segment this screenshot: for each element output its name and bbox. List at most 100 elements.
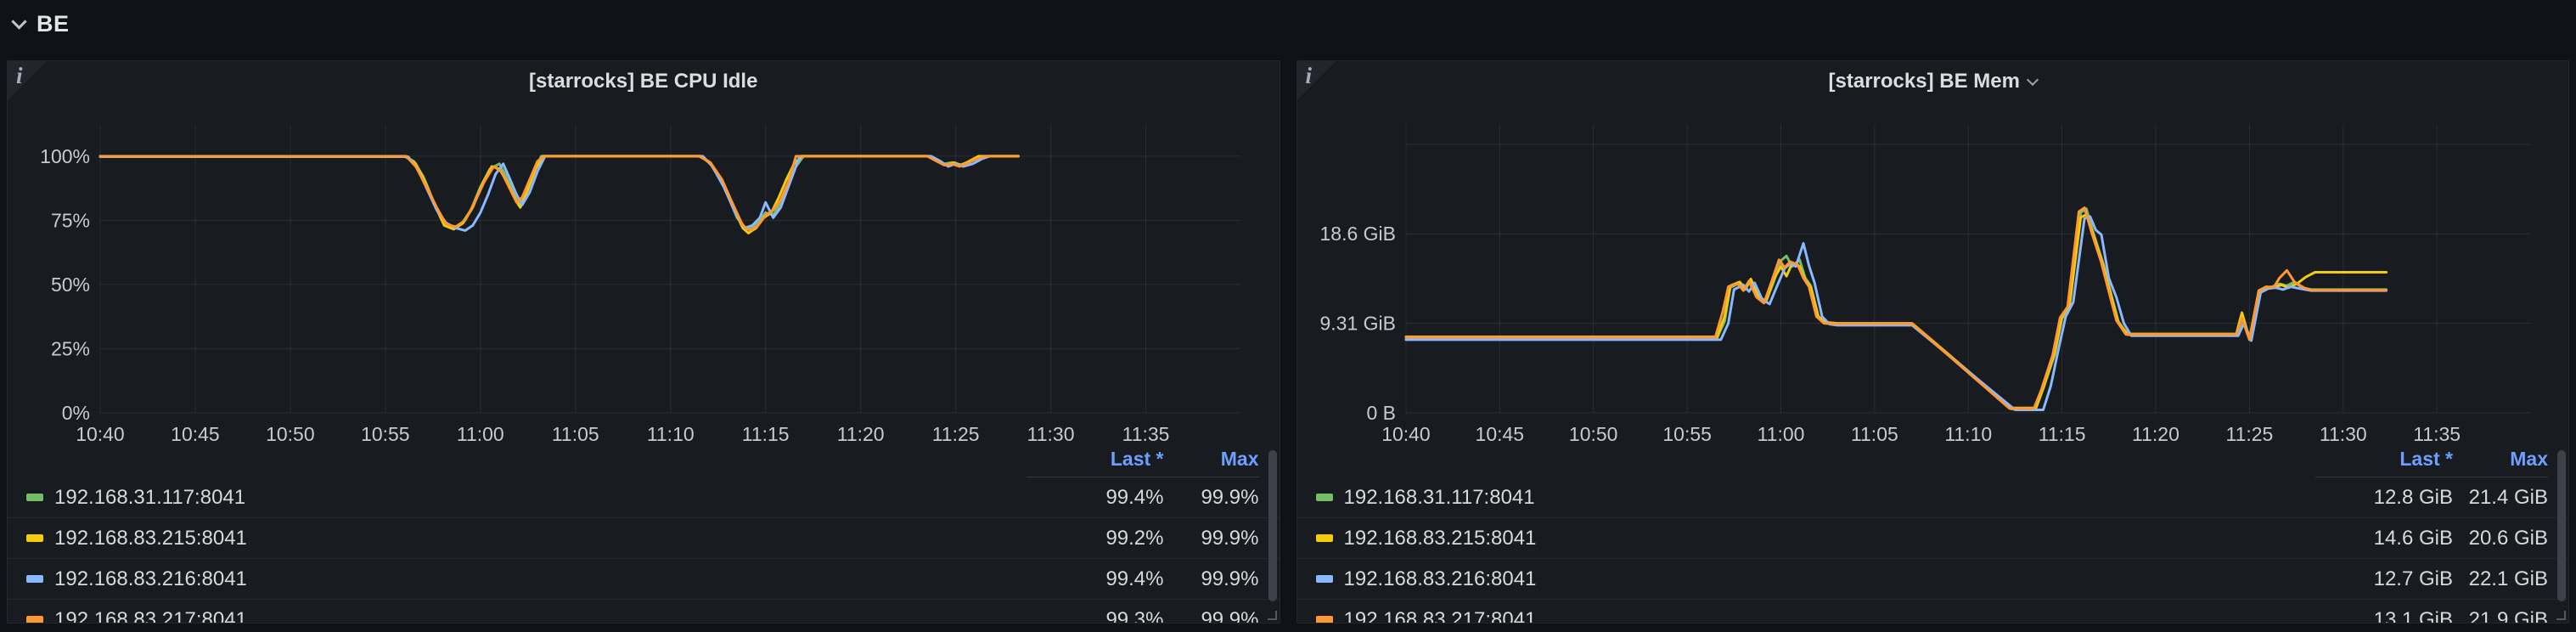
panel-menu-chevron-icon[interactable] bbox=[2026, 73, 2039, 86]
info-icon: i bbox=[16, 63, 23, 88]
svg-text:11:15: 11:15 bbox=[742, 423, 790, 445]
svg-text:75%: 75% bbox=[51, 209, 90, 231]
legend-last-value: 99.4% bbox=[1105, 485, 1164, 509]
legend-row: 192.168.31.117:8041 99.4% 99.9% bbox=[8, 477, 1280, 518]
series-label[interactable]: 192.168.31.117:8041 bbox=[54, 485, 246, 509]
legend-last-value: 99.2% bbox=[1105, 526, 1164, 550]
svg-text:10:45: 10:45 bbox=[171, 423, 220, 445]
series-color-swatch[interactable] bbox=[26, 616, 43, 623]
legend: Last * Max 192.168.31.117:8041 99.4% 99.… bbox=[8, 447, 1280, 624]
panel-title: [starrocks] BE CPU Idle bbox=[529, 70, 758, 93]
dashboard-row: i [starrocks] BE CPU Idle 10:40 10:45 10:5… bbox=[0, 60, 2576, 624]
panel-header[interactable]: [starrocks] BE Mem bbox=[1297, 61, 2569, 102]
legend-row: 192.168.83.216:8041 12.7 GiB 22.1 GiB bbox=[1296, 559, 2568, 600]
svg-text:11:00: 11:00 bbox=[1757, 423, 1804, 445]
svg-text:11:30: 11:30 bbox=[1027, 423, 1075, 445]
legend-last-value: 99.3% bbox=[1105, 607, 1164, 624]
legend-last-value: 14.6 GiB bbox=[2373, 526, 2453, 550]
series-label[interactable]: 192.168.83.215:8041 bbox=[1343, 526, 1537, 550]
svg-text:10:50: 10:50 bbox=[1568, 423, 1617, 445]
svg-text:9.31 GiB: 9.31 GiB bbox=[1319, 312, 1395, 334]
legend-row: 192.168.83.216:8041 99.4% 99.9% bbox=[8, 559, 1280, 600]
legend-row-clipped: 192.168.83.217:8041 13.1 GiB 21.9 GiB bbox=[1297, 600, 2569, 624]
series-label[interactable]: 192.168.31.117:8041 bbox=[1343, 485, 1535, 509]
series-color-swatch[interactable] bbox=[26, 575, 43, 583]
svg-text:10:40: 10:40 bbox=[76, 423, 125, 445]
svg-text:0 B: 0 B bbox=[1366, 402, 1396, 424]
series-label[interactable]: 192.168.83.215:8041 bbox=[54, 526, 247, 550]
svg-text:10:40: 10:40 bbox=[1381, 423, 1431, 445]
panel-title: [starrocks] BE Mem bbox=[1828, 70, 2020, 93]
legend-last-value: 99.4% bbox=[1105, 567, 1164, 590]
panel-resize-handle[interactable] bbox=[2556, 611, 2566, 620]
svg-text:50%: 50% bbox=[51, 274, 90, 296]
series-label[interactable]: 192.168.83.216:8041 bbox=[1343, 567, 1537, 590]
svg-text:11:05: 11:05 bbox=[1850, 423, 1898, 445]
panel-mem: i [starrocks] BE Mem 10:40 10:45 10:50 10:5… bbox=[1296, 60, 2569, 624]
legend-scrollbar[interactable] bbox=[1268, 450, 1277, 601]
legend-max-value: 99.9% bbox=[1201, 485, 1259, 509]
panel-header[interactable]: [starrocks] BE CPU Idle bbox=[8, 61, 1280, 102]
legend: Last * Max 192.168.31.117:8041 12.8 GiB … bbox=[1296, 447, 2569, 624]
svg-text:11:25: 11:25 bbox=[2225, 423, 2273, 445]
legend-last-value: 12.7 GiB bbox=[2373, 567, 2453, 590]
svg-text:25%: 25% bbox=[51, 337, 90, 359]
legend-max-value: 22.1 GiB bbox=[2468, 567, 2548, 590]
series-color-swatch[interactable] bbox=[1315, 616, 1333, 623]
series-color-swatch[interactable] bbox=[26, 534, 43, 542]
legend-last-value: 12.8 GiB bbox=[2373, 485, 2453, 509]
legend-row: 192.168.83.215:8041 14.6 GiB 20.6 GiB bbox=[1296, 518, 2568, 559]
legend-max-value: 21.4 GiB bbox=[2468, 485, 2548, 509]
svg-text:11:35: 11:35 bbox=[2413, 423, 2461, 445]
svg-text:11:20: 11:20 bbox=[2132, 423, 2179, 445]
series-label[interactable]: 192.168.83.217:8041 bbox=[54, 607, 247, 624]
svg-text:10:55: 10:55 bbox=[361, 423, 410, 445]
legend-max-value: 99.9% bbox=[1201, 567, 1259, 590]
mem-chart-plot[interactable]: 10:40 10:45 10:50 10:55 11:00 11:05 11:10 11:15… bbox=[1297, 102, 2569, 447]
legend-scrollbar[interactable] bbox=[2557, 450, 2566, 601]
legend-col-last[interactable]: Last * bbox=[1110, 448, 1164, 470]
cpu-idle-chart-plot[interactable]: 10:40 10:45 10:50 10:55 11:00 11:05 11:10 11:15… bbox=[8, 102, 1280, 447]
info-icon: i bbox=[1305, 63, 1313, 88]
legend-max-value: 99.9% bbox=[1201, 526, 1259, 550]
legend-col-max[interactable]: Max bbox=[2510, 448, 2548, 470]
legend-row: 192.168.83.215:8041 99.2% 99.9% bbox=[8, 518, 1280, 559]
series-color-swatch[interactable] bbox=[1315, 494, 1333, 501]
svg-text:11:10: 11:10 bbox=[647, 423, 695, 445]
svg-text:11:10: 11:10 bbox=[1944, 423, 1992, 445]
legend-max-value: 99.9% bbox=[1201, 607, 1259, 624]
cpu-idle-chart-svg: 10:40 10:45 10:50 10:55 11:00 11:05 11:10 11:15… bbox=[40, 124, 1241, 445]
svg-text:11:00: 11:00 bbox=[457, 423, 504, 445]
svg-text:100%: 100% bbox=[40, 145, 90, 167]
legend-col-max[interactable]: Max bbox=[1220, 448, 1259, 470]
svg-text:11:20: 11:20 bbox=[837, 423, 885, 445]
legend-header: Last * Max bbox=[8, 447, 1280, 477]
svg-text:11:30: 11:30 bbox=[2319, 423, 2366, 445]
chevron-down-icon bbox=[11, 13, 27, 30]
series-color-swatch[interactable] bbox=[1315, 534, 1333, 542]
panel-cpu-idle: i [starrocks] BE CPU Idle 10:40 10:45 10:5… bbox=[7, 60, 1280, 624]
legend-col-last[interactable]: Last * bbox=[2399, 448, 2453, 470]
svg-text:10:45: 10:45 bbox=[1475, 423, 1524, 445]
svg-text:10:50: 10:50 bbox=[266, 423, 315, 445]
mem-chart-svg: 10:40 10:45 10:50 10:55 11:00 11:05 11:10 11:15… bbox=[1319, 124, 2531, 445]
svg-text:11:15: 11:15 bbox=[2038, 423, 2085, 445]
svg-text:0%: 0% bbox=[62, 402, 90, 424]
svg-text:11:05: 11:05 bbox=[552, 423, 599, 445]
legend-max-value: 21.9 GiB bbox=[2468, 607, 2548, 624]
legend-row: 192.168.31.117:8041 12.8 GiB 21.4 GiB bbox=[1296, 477, 2568, 518]
legend-row-clipped: 192.168.83.217:8041 99.3% 99.9% bbox=[8, 600, 1280, 624]
svg-text:11:25: 11:25 bbox=[932, 423, 980, 445]
series-color-swatch[interactable] bbox=[1315, 575, 1333, 583]
section-title: BE bbox=[37, 10, 70, 37]
series-color-swatch[interactable] bbox=[26, 494, 43, 501]
series-label[interactable]: 192.168.83.217:8041 bbox=[1343, 607, 1537, 624]
series-label[interactable]: 192.168.83.216:8041 bbox=[54, 567, 247, 590]
panel-resize-handle[interactable] bbox=[1267, 611, 1277, 620]
svg-text:11:35: 11:35 bbox=[1122, 423, 1170, 445]
legend-last-value: 13.1 GiB bbox=[2373, 607, 2453, 624]
legend-header: Last * Max bbox=[1297, 447, 2569, 477]
legend-max-value: 20.6 GiB bbox=[2468, 526, 2548, 550]
svg-text:18.6 GiB: 18.6 GiB bbox=[1319, 223, 1395, 245]
section-toggle-be[interactable]: BE bbox=[0, 0, 70, 39]
